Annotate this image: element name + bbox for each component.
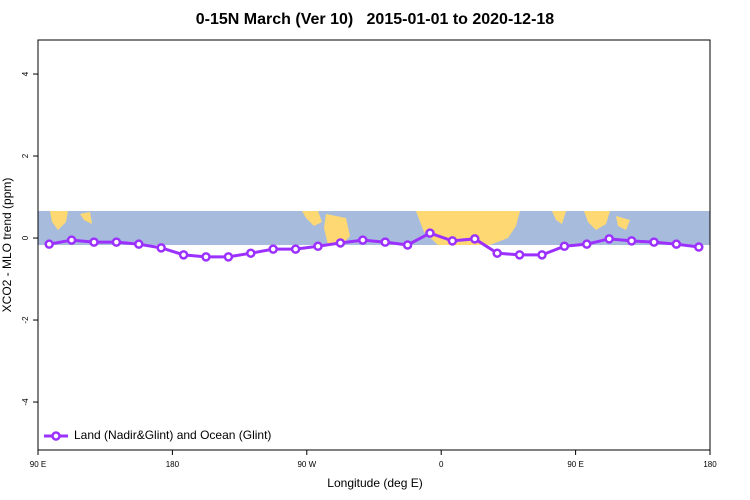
- y-tick-label: 0: [21, 235, 30, 240]
- data-point: [290, 244, 301, 254]
- data-point: [492, 248, 502, 258]
- data-point: [604, 234, 614, 244]
- data-point: [582, 239, 592, 249]
- x-tick-label: 180: [166, 460, 180, 469]
- data-point: [156, 243, 166, 253]
- data-point: [470, 234, 480, 244]
- chart-title: 0-15N March (Ver 10) 2015-01-01 to 2020-…: [196, 11, 555, 28]
- data-point: [514, 250, 525, 260]
- data-point: [268, 244, 278, 254]
- y-axis-label: XCO2 - MLO trend (ppm): [0, 178, 14, 313]
- data-point: [134, 239, 144, 249]
- data-point: [537, 250, 547, 260]
- data-point: [447, 236, 458, 246]
- data-point: [66, 235, 77, 245]
- data-point: [201, 252, 211, 262]
- y-tick-label: -4: [21, 398, 30, 406]
- x-tick-label: 90 E: [30, 460, 46, 469]
- legend-marker: [51, 431, 61, 441]
- data-point: [626, 236, 637, 246]
- data-point: [335, 238, 346, 248]
- y-tick-label: -2: [21, 316, 30, 324]
- data-point: [649, 237, 659, 247]
- data-point: [358, 235, 368, 245]
- data-point: [44, 239, 54, 249]
- data-point: [425, 228, 435, 238]
- data-point: [380, 237, 390, 247]
- data-point: [111, 237, 122, 247]
- data-point: [694, 242, 704, 252]
- x-axis-label: Longitude (deg E): [327, 476, 422, 490]
- x-tick-label: 90 E: [567, 460, 583, 469]
- y-tick-label: 4: [21, 71, 30, 76]
- data-point: [671, 239, 682, 249]
- x-tick-label: 0: [439, 460, 444, 469]
- data-point: [246, 248, 256, 258]
- data-point: [89, 237, 99, 247]
- x-tick-label: 90 W: [297, 460, 316, 469]
- data-point: [313, 241, 323, 251]
- data-point: [402, 240, 413, 250]
- y-tick-label: 2: [21, 153, 30, 158]
- data-point: [178, 250, 189, 260]
- x-tick-label: 180: [703, 460, 717, 469]
- legend-label: Land (Nadir&Glint) and Ocean (Glint): [74, 428, 271, 442]
- plot-frame: [37, 39, 711, 451]
- data-point: [223, 252, 234, 262]
- data-point: [559, 241, 570, 251]
